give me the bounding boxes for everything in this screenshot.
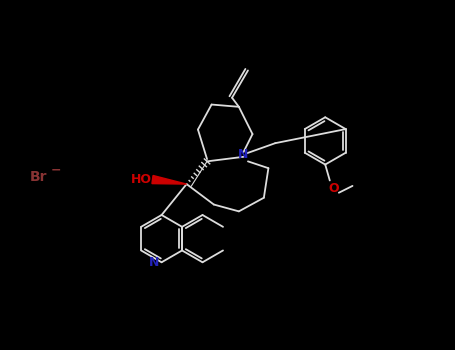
Text: −: − [51, 164, 61, 177]
Text: N: N [238, 148, 248, 161]
Text: Br: Br [30, 170, 48, 184]
Text: O: O [328, 182, 339, 195]
Polygon shape [152, 175, 187, 184]
Text: N: N [149, 256, 159, 269]
Text: HO: HO [131, 173, 152, 186]
